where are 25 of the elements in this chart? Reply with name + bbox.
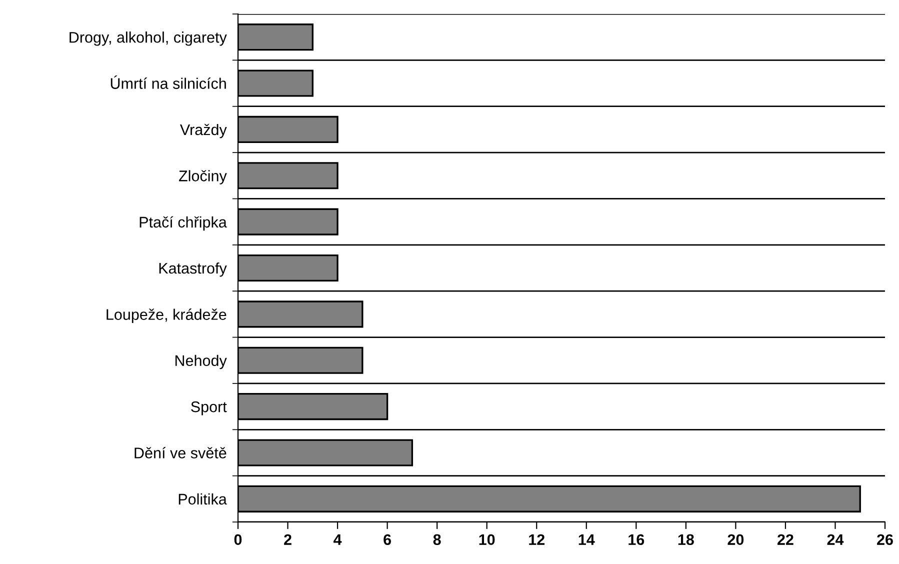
x-tick-label: 2 (284, 534, 292, 545)
x-tick-label: 4 (334, 534, 342, 545)
x-tick-label: 16 (628, 534, 644, 546)
y-tick-label: Úmrtí na silnicích (110, 76, 226, 89)
y-tick-label: Katastrofy (159, 262, 227, 277)
y-tick-label: Zločiny (178, 170, 227, 184)
y-tick-label: Politika (178, 493, 227, 505)
x-tick-label: 18 (678, 534, 694, 546)
x-tick-label: 14 (578, 534, 595, 545)
y-tick-label: Drogy, alkohol, cigarety (70, 32, 227, 46)
x-tick-label: 10 (479, 534, 495, 546)
x-tick-label: 24 (827, 534, 844, 545)
x-tick-label: 0 (234, 534, 242, 546)
y-tick-label: Loupeže, krádeže (106, 308, 226, 323)
x-tick-label: 12 (529, 534, 544, 545)
x-tick-label: 8 (433, 534, 441, 546)
y-tick-label: Nehody (175, 354, 227, 370)
x-tick-label: 22 (777, 534, 794, 545)
x-tick-label: 20 (728, 534, 744, 546)
y-tick-label: Ptačí chřipka (140, 216, 227, 231)
x-tick-label: 6 (384, 534, 392, 546)
x-tick-label: 26 (877, 534, 893, 546)
y-tick-label: Sport (191, 401, 227, 416)
y-tick-label: Vraždy (180, 124, 227, 138)
y-tick-label: Dění ve světě (134, 447, 226, 458)
